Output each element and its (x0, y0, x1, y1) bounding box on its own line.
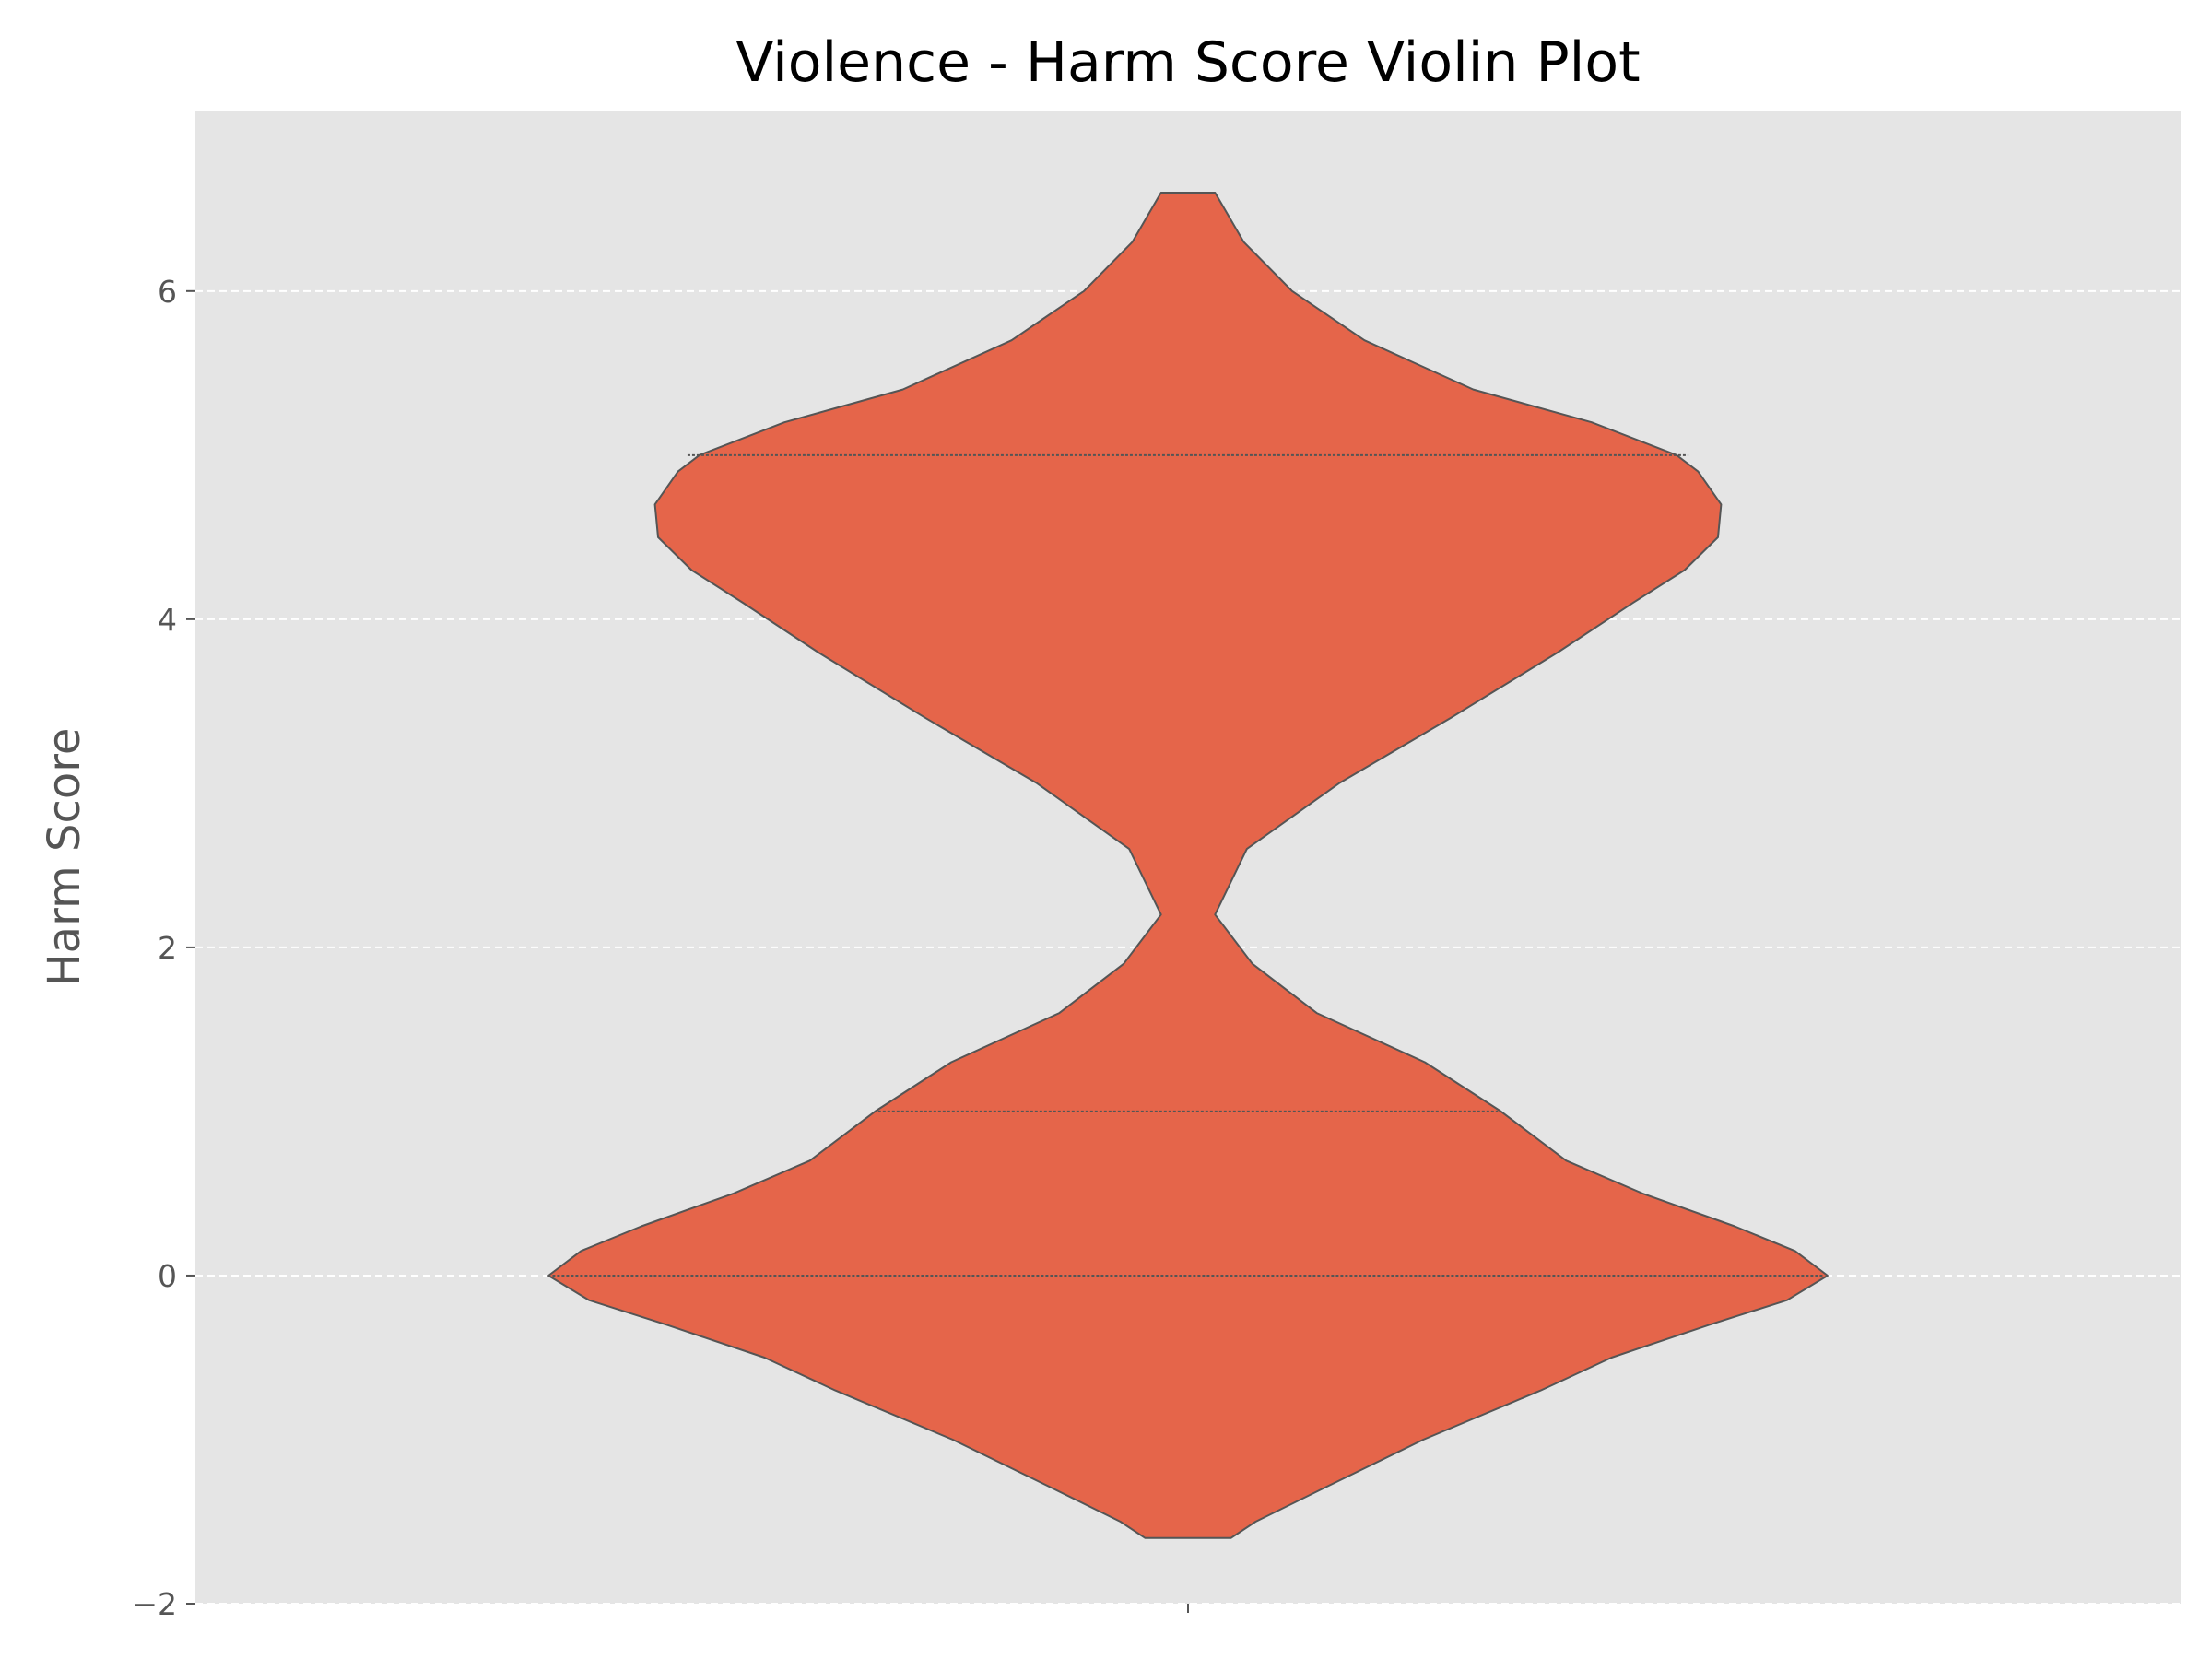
violin-layer (547, 192, 1829, 1539)
y-tick-label: −2 (132, 1586, 177, 1622)
y-axis: −2 0 2 4 6 (132, 274, 195, 1622)
chart-title: Violence - Harm Score Violin Plot (735, 30, 1640, 95)
y-tick-label: 2 (158, 930, 177, 966)
violin-body (547, 192, 1829, 1539)
gridlines (195, 289, 2181, 1605)
y-axis-label: Harm Score (39, 728, 90, 987)
y-tick-label: 6 (158, 274, 177, 310)
y-tick-label: 0 (158, 1258, 177, 1294)
y-tick-label: 4 (158, 602, 177, 638)
